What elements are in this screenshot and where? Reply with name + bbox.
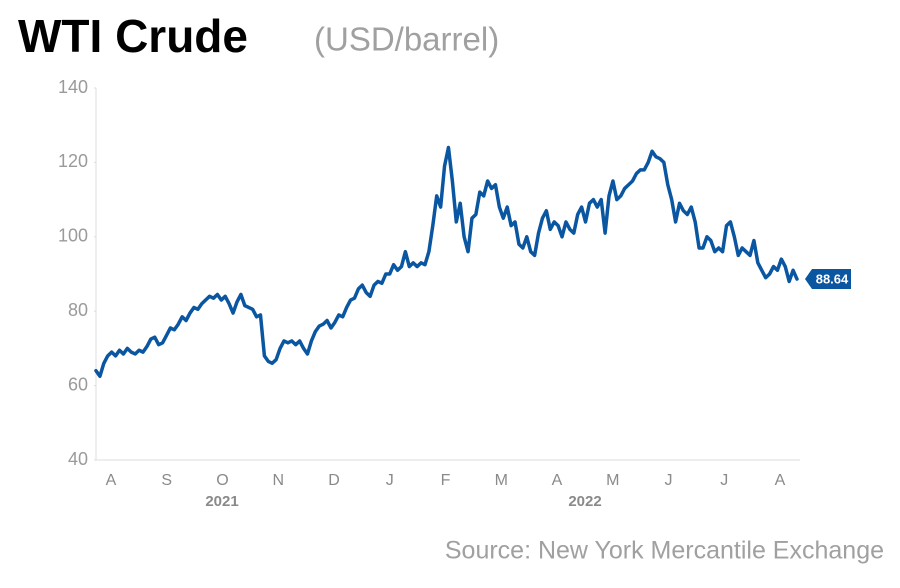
year-label: 2022 — [568, 493, 601, 510]
x-tick-label: J — [720, 472, 728, 489]
chart-title: WTI Crude — [18, 10, 248, 62]
last-value-badge: 88.64 — [805, 269, 851, 290]
price-line — [94, 145, 799, 379]
badge-shape — [805, 269, 851, 290]
source-note: Source: New York Mercantile Exchange — [445, 537, 884, 565]
y-tick-label: 140 — [58, 77, 88, 97]
last-value-label: 88.64 — [816, 271, 849, 286]
x-tick-label: M — [606, 472, 619, 489]
x-tick-label: J — [665, 472, 673, 489]
x-tick-label: A — [106, 472, 117, 489]
y-tick-label: 120 — [58, 151, 88, 171]
y-tick-label: 40 — [68, 449, 88, 469]
x-tick-label: N — [272, 472, 284, 489]
y-tick-label: 80 — [68, 300, 88, 320]
y-tick-label: 100 — [58, 226, 88, 246]
x-tick-label: A — [775, 472, 786, 489]
x-tick-label: M — [495, 472, 508, 489]
year-label: 2021 — [205, 493, 238, 510]
x-tick-label: S — [161, 472, 172, 489]
x-tick-label: A — [552, 472, 563, 489]
x-tick-label: J — [386, 472, 394, 489]
y-tick-label: 60 — [68, 374, 88, 394]
x-tick-label: O — [216, 472, 228, 489]
x-tick-label: D — [328, 472, 340, 489]
chart-subtitle: (USD/barrel) — [314, 21, 499, 58]
x-tick-label: F — [441, 472, 451, 489]
